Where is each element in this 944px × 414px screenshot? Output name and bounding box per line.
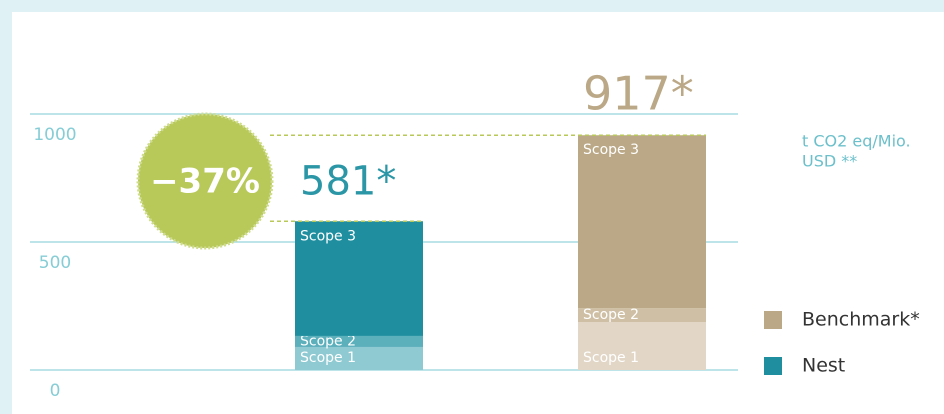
segment-label: Scope 2 bbox=[583, 307, 639, 323]
total-label: 917* bbox=[583, 67, 694, 121]
segment-label: Scope 1 bbox=[300, 350, 356, 366]
legend-swatch bbox=[764, 357, 782, 375]
segment-label: Scope 3 bbox=[300, 228, 356, 244]
legend-label: Benchmark* bbox=[802, 309, 920, 331]
bar-segment bbox=[295, 221, 423, 336]
bar-segment bbox=[295, 346, 423, 370]
annotation-circle bbox=[136, 112, 274, 250]
bar-segment bbox=[578, 135, 706, 309]
y-tick-label: 1000 bbox=[33, 125, 76, 145]
segment-label: Scope 2 bbox=[300, 333, 356, 349]
unit-label: USD ** bbox=[802, 152, 857, 171]
legend-swatch bbox=[764, 311, 782, 329]
unit-label: t CO2 eq/Mio. bbox=[802, 132, 911, 151]
segment-label: Scope 3 bbox=[583, 142, 639, 158]
bar-segment bbox=[578, 308, 706, 323]
legend-label: Nest bbox=[802, 355, 845, 377]
annotation: −37% bbox=[150, 162, 260, 202]
bar-segment bbox=[578, 322, 706, 370]
y-tick-label: 500 bbox=[39, 253, 71, 273]
segment-label: Scope 1 bbox=[583, 350, 639, 366]
total-label: 581* bbox=[300, 158, 396, 204]
bar-segment bbox=[295, 335, 423, 347]
y-tick-label: 0 bbox=[50, 381, 61, 401]
